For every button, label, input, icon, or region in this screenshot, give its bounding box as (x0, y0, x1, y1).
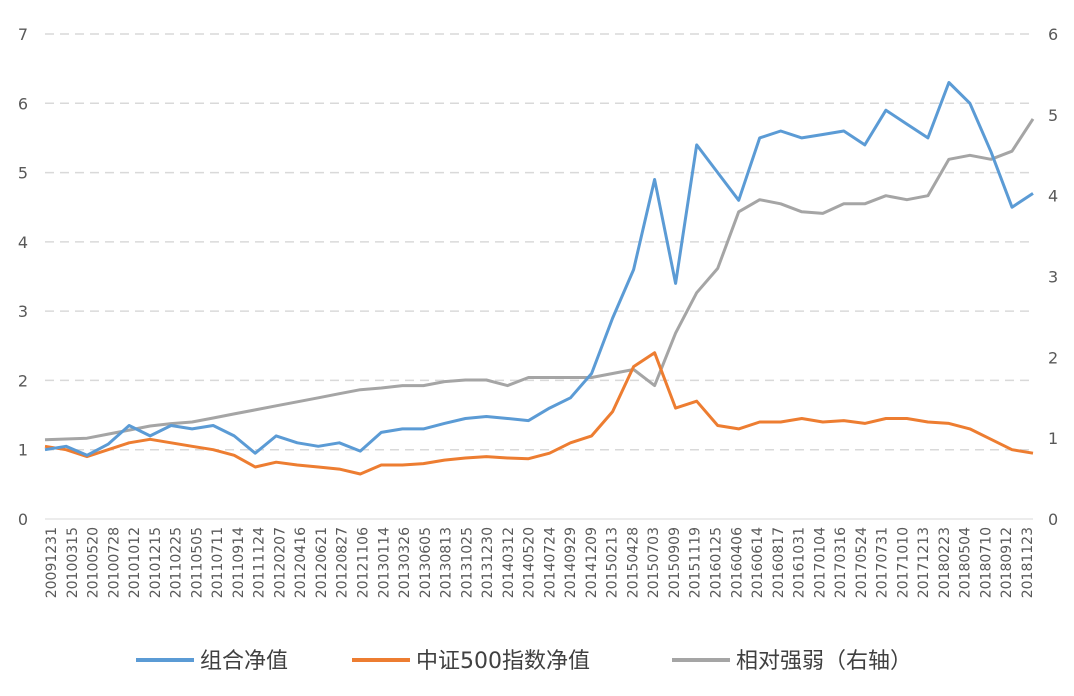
x-tick-label: 20161031 (792, 527, 808, 598)
x-tick-label: 20150703 (646, 527, 662, 598)
x-tick-label: 20120827 (335, 527, 351, 598)
x-tick-label: 20181123 (1020, 527, 1036, 598)
left-y-tick-label: 3 (18, 302, 28, 321)
x-tick-label: 20180912 (999, 527, 1015, 598)
x-tick-label: 20160406 (729, 527, 745, 598)
left-y-tick-label: 6 (18, 94, 28, 113)
x-tick-label: 20140312 (501, 527, 517, 598)
x-tick-label: 20170104 (812, 527, 828, 598)
right-y-tick-label: 1 (1048, 429, 1058, 448)
left-y-tick-label: 4 (18, 233, 28, 252)
x-tick-label: 20150909 (667, 527, 683, 598)
x-tick-label: 20110914 (231, 527, 247, 598)
x-tick-label: 20180504 (958, 527, 974, 598)
legend: 组合净值 中证500指数净值 相对强弱（右轴） (136, 649, 912, 674)
x-tick-label: 20120621 (314, 527, 330, 598)
x-tick-label: 20100728 (106, 527, 122, 598)
x-tick-label: 20130813 (439, 527, 455, 598)
x-tick-label: 20100520 (86, 527, 102, 598)
x-tick-label: 20110225 (169, 527, 185, 598)
x-tick-label: 20091231 (44, 527, 60, 598)
x-tick-label: 20131230 (480, 527, 496, 598)
left-y-tick-label: 2 (18, 371, 28, 390)
x-tick-label: 20130326 (397, 527, 413, 598)
right-y-tick-label: 4 (1048, 187, 1058, 206)
x-tick-label: 20171213 (916, 527, 932, 598)
left-y-tick-label: 0 (18, 510, 28, 529)
x-tick-label: 20121106 (355, 527, 371, 598)
x-tick-label: 20170524 (854, 527, 870, 598)
x-tick-label: 20180223 (937, 527, 953, 598)
x-tick-label: 20160614 (750, 527, 766, 598)
left-y-axis: 0 1 2 3 4 5 6 7 (18, 25, 28, 529)
x-tick-label: 20140520 (522, 527, 538, 598)
x-tick-label: 20140724 (542, 527, 558, 598)
series-line-2 (44, 118, 1035, 442)
x-tick-label: 20130605 (418, 527, 434, 598)
x-tick-label: 20120416 (293, 527, 309, 598)
x-tick-label: 20110711 (210, 527, 226, 598)
x-tick-label: 20111124 (252, 527, 268, 598)
x-tick-label: 20170731 (875, 527, 891, 598)
x-tick-label: 20131025 (459, 527, 475, 598)
left-y-tick-label: 7 (18, 25, 28, 44)
x-tick-label: 20151119 (688, 527, 704, 598)
left-y-tick-label: 5 (18, 164, 28, 183)
right-y-tick-label: 0 (1048, 510, 1058, 529)
gridlines (45, 33, 1033, 520)
right-y-axis: 0 1 2 3 4 5 6 (1048, 25, 1058, 529)
left-y-tick-label: 1 (18, 441, 28, 460)
series-line-0 (44, 81, 1034, 457)
x-tick-label: 20180710 (978, 527, 994, 598)
right-y-tick-label: 5 (1048, 106, 1058, 125)
series-lines (44, 81, 1035, 476)
x-tick-label: 20141209 (584, 527, 600, 598)
right-y-tick-label: 6 (1048, 25, 1058, 44)
x-tick-label: 20150428 (625, 527, 641, 598)
x-axis: 20091231 20100315 20100520 20100728 20101012… (44, 527, 1036, 598)
x-tick-label: 20130114 (376, 527, 392, 598)
right-y-tick-label: 3 (1048, 268, 1058, 287)
x-tick-label: 20140929 (563, 527, 579, 598)
legend-label: 中证500指数净值 (416, 649, 590, 674)
x-tick-label: 20170316 (833, 527, 849, 598)
x-tick-label: 20101012 (127, 527, 143, 598)
series-line-1 (44, 351, 1034, 476)
x-tick-label: 20160817 (771, 527, 787, 598)
x-tick-label: 20120207 (272, 527, 288, 598)
x-tick-label: 20150213 (605, 527, 621, 598)
x-tick-label: 20110505 (189, 527, 205, 598)
legend-label: 组合净值 (200, 649, 288, 674)
x-tick-label: 20171010 (895, 527, 911, 598)
legend-label: 相对强弱（右轴） (736, 649, 912, 674)
x-tick-label: 20101215 (148, 527, 164, 598)
right-y-tick-label: 2 (1048, 348, 1058, 367)
x-tick-label: 20100315 (65, 527, 81, 598)
x-tick-label: 20160125 (709, 527, 725, 598)
